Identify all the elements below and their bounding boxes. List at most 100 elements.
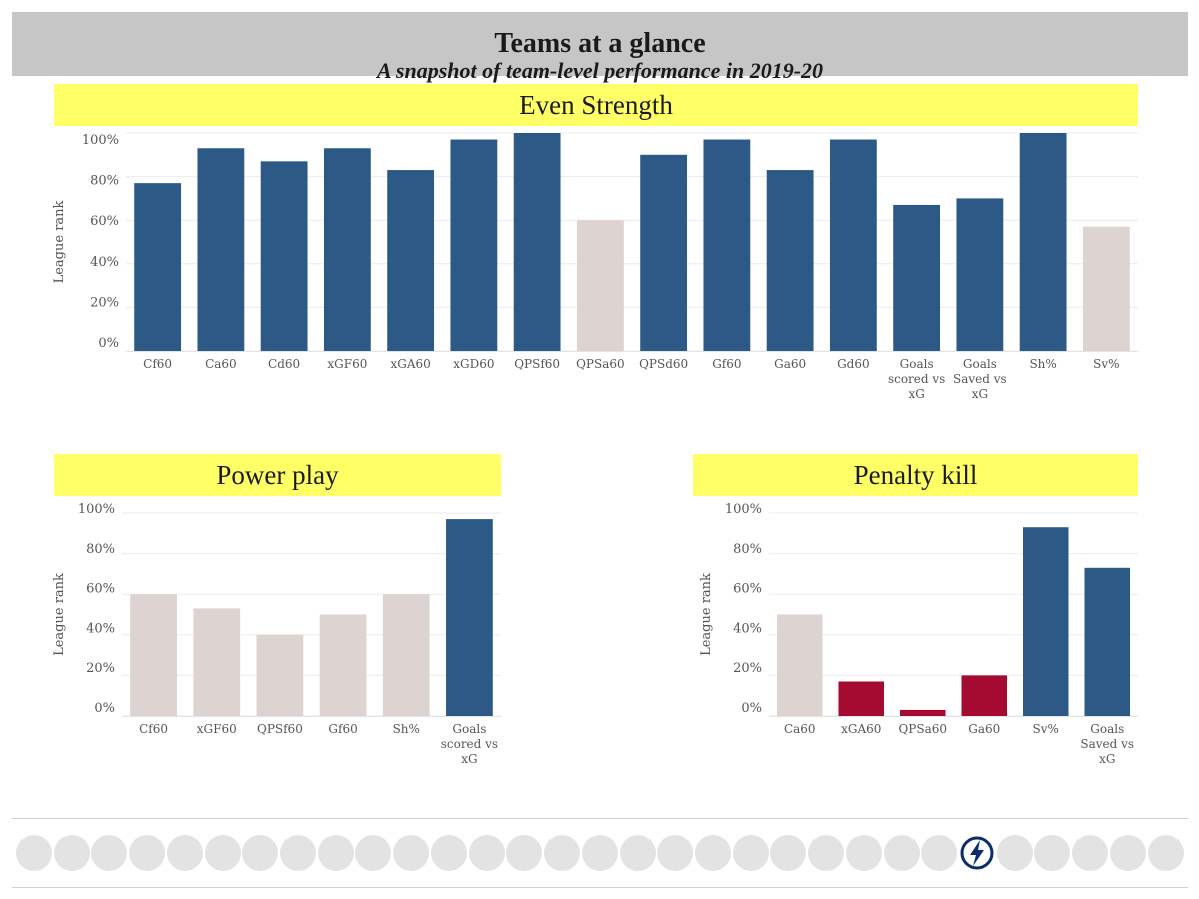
es-tick-label: 60% (90, 214, 119, 229)
pp-category-label: xG (461, 752, 477, 766)
es-tick-label: 0% (98, 336, 119, 351)
es-bar (893, 204, 941, 351)
es-y-axis-label: League rank (52, 200, 67, 283)
es-bar (323, 148, 371, 351)
es-category-label: Goals (963, 357, 997, 371)
es-bar (956, 198, 1004, 351)
canadiens-logo-icon[interactable] (581, 835, 618, 871)
pp-tick-label: 100% (78, 502, 115, 517)
pp-bar (319, 614, 367, 716)
rangers-logo-icon[interactable] (732, 835, 769, 871)
flyers-logo-icon[interactable] (808, 835, 845, 871)
bruins-logo-icon[interactable] (91, 835, 128, 871)
pk-tick-label: 60% (733, 582, 762, 597)
oilers-logo-icon[interactable] (430, 835, 467, 871)
es-category-label: Ga60 (774, 357, 806, 371)
blackhawks-logo-icon[interactable] (280, 835, 317, 871)
lightning-bolt-icon (960, 836, 994, 870)
es-tick-label: 80% (90, 174, 119, 189)
maple-leafs-logo-icon[interactable] (996, 835, 1033, 871)
sharks-logo-icon[interactable] (883, 835, 920, 871)
es-bar (1019, 133, 1067, 351)
kings-logo-icon[interactable] (506, 835, 543, 871)
es-category-label: QPSf60 (514, 357, 560, 371)
pp-bar (256, 634, 304, 716)
flames-logo-icon[interactable] (242, 835, 279, 871)
es-bar (387, 170, 435, 351)
es-bar (829, 139, 877, 351)
es-bar (134, 183, 182, 351)
red-wings-logo-icon[interactable] (393, 835, 430, 871)
team-logo-strip (12, 818, 1188, 888)
wild-logo-icon[interactable] (544, 835, 581, 871)
es-bar (513, 133, 561, 351)
pp-bar (382, 594, 430, 716)
lightning-logo-icon[interactable] (958, 835, 995, 871)
pk-bar (776, 614, 823, 716)
es-bar (450, 139, 498, 351)
es-bar (640, 154, 688, 351)
blue-jackets-logo-icon[interactable] (204, 835, 241, 871)
pp-category-label: scored vs (441, 737, 498, 751)
es-category-label: QPSd60 (639, 357, 688, 371)
pk-y-axis-label: League rank (699, 573, 714, 656)
es-category-label: Cd60 (268, 357, 300, 371)
pk-category-label: Sv% (1033, 722, 1059, 736)
pk-category-label: Ga60 (968, 722, 1000, 736)
stars-logo-icon[interactable] (355, 835, 392, 871)
dashboard-header: Teams at a glance A snapshot of team-lev… (12, 12, 1188, 83)
es-category-label: Goals (900, 357, 934, 371)
es-category-label: xGA60 (390, 357, 430, 371)
canucks-logo-icon[interactable] (1034, 835, 1071, 871)
avalanche-logo-icon[interactable] (317, 835, 354, 871)
predators-logo-icon[interactable] (657, 835, 694, 871)
devils-logo-icon[interactable] (619, 835, 656, 871)
es-bar (1082, 226, 1130, 351)
panthers-logo-icon[interactable] (468, 835, 505, 871)
es-category-label: Gd60 (837, 357, 870, 371)
blues-logo-icon[interactable] (921, 835, 958, 871)
pk-category-label: Goals (1090, 722, 1124, 736)
capitals-logo-icon[interactable] (1147, 835, 1184, 871)
es-category-label: Ca60 (205, 357, 237, 371)
page-subtitle: A snapshot of team-level performance in … (376, 58, 824, 83)
pp-y-axis-label: League rank (52, 573, 67, 656)
es-category-label: Sh% (1029, 357, 1056, 371)
es-category-label: Cf60 (143, 357, 172, 371)
pk-tick-label: 0% (741, 701, 762, 716)
pk-bar (961, 675, 1008, 716)
hurricanes-logo-icon[interactable] (166, 835, 203, 871)
sabres-logo-icon[interactable] (129, 835, 166, 871)
pk-bar (1084, 567, 1131, 716)
pp-tick-label: 80% (86, 542, 115, 557)
penguins-logo-icon[interactable] (845, 835, 882, 871)
page-title: Teams at a glance (494, 28, 706, 59)
jets-logo-icon[interactable] (1109, 835, 1146, 871)
pp-tick-label: 60% (86, 582, 115, 597)
senators-logo-icon[interactable] (770, 835, 807, 871)
penalty-kill-banner: Penalty kill (693, 454, 1138, 496)
es-bar (766, 170, 814, 351)
pp-bar (446, 519, 493, 716)
es-category-label: scored vs (888, 372, 945, 386)
golden-knights-logo-icon[interactable] (1072, 835, 1109, 871)
es-category-label: Sv% (1093, 357, 1119, 371)
pp-category-label: Sh% (393, 722, 420, 736)
es-category-label: xG (972, 387, 988, 401)
es-tick-label: 100% (82, 133, 119, 148)
coyotes-logo-icon[interactable] (53, 835, 90, 871)
es-tick-label: 20% (90, 295, 119, 310)
islanders-logo-icon[interactable] (694, 835, 731, 871)
es-bar (197, 148, 245, 351)
pp-bar (130, 594, 177, 716)
pp-bar (193, 608, 241, 716)
pk-category-label: Ca60 (784, 722, 816, 736)
pk-tick-label: 40% (733, 621, 762, 636)
pp-tick-label: 0% (94, 701, 115, 716)
ducks-logo-icon[interactable] (16, 835, 52, 871)
power-play-banner: Power play (54, 454, 501, 496)
es-tick-label: 40% (90, 255, 119, 270)
pp-tick-label: 40% (86, 621, 115, 636)
es-category-label: Saved vs (953, 372, 1007, 386)
